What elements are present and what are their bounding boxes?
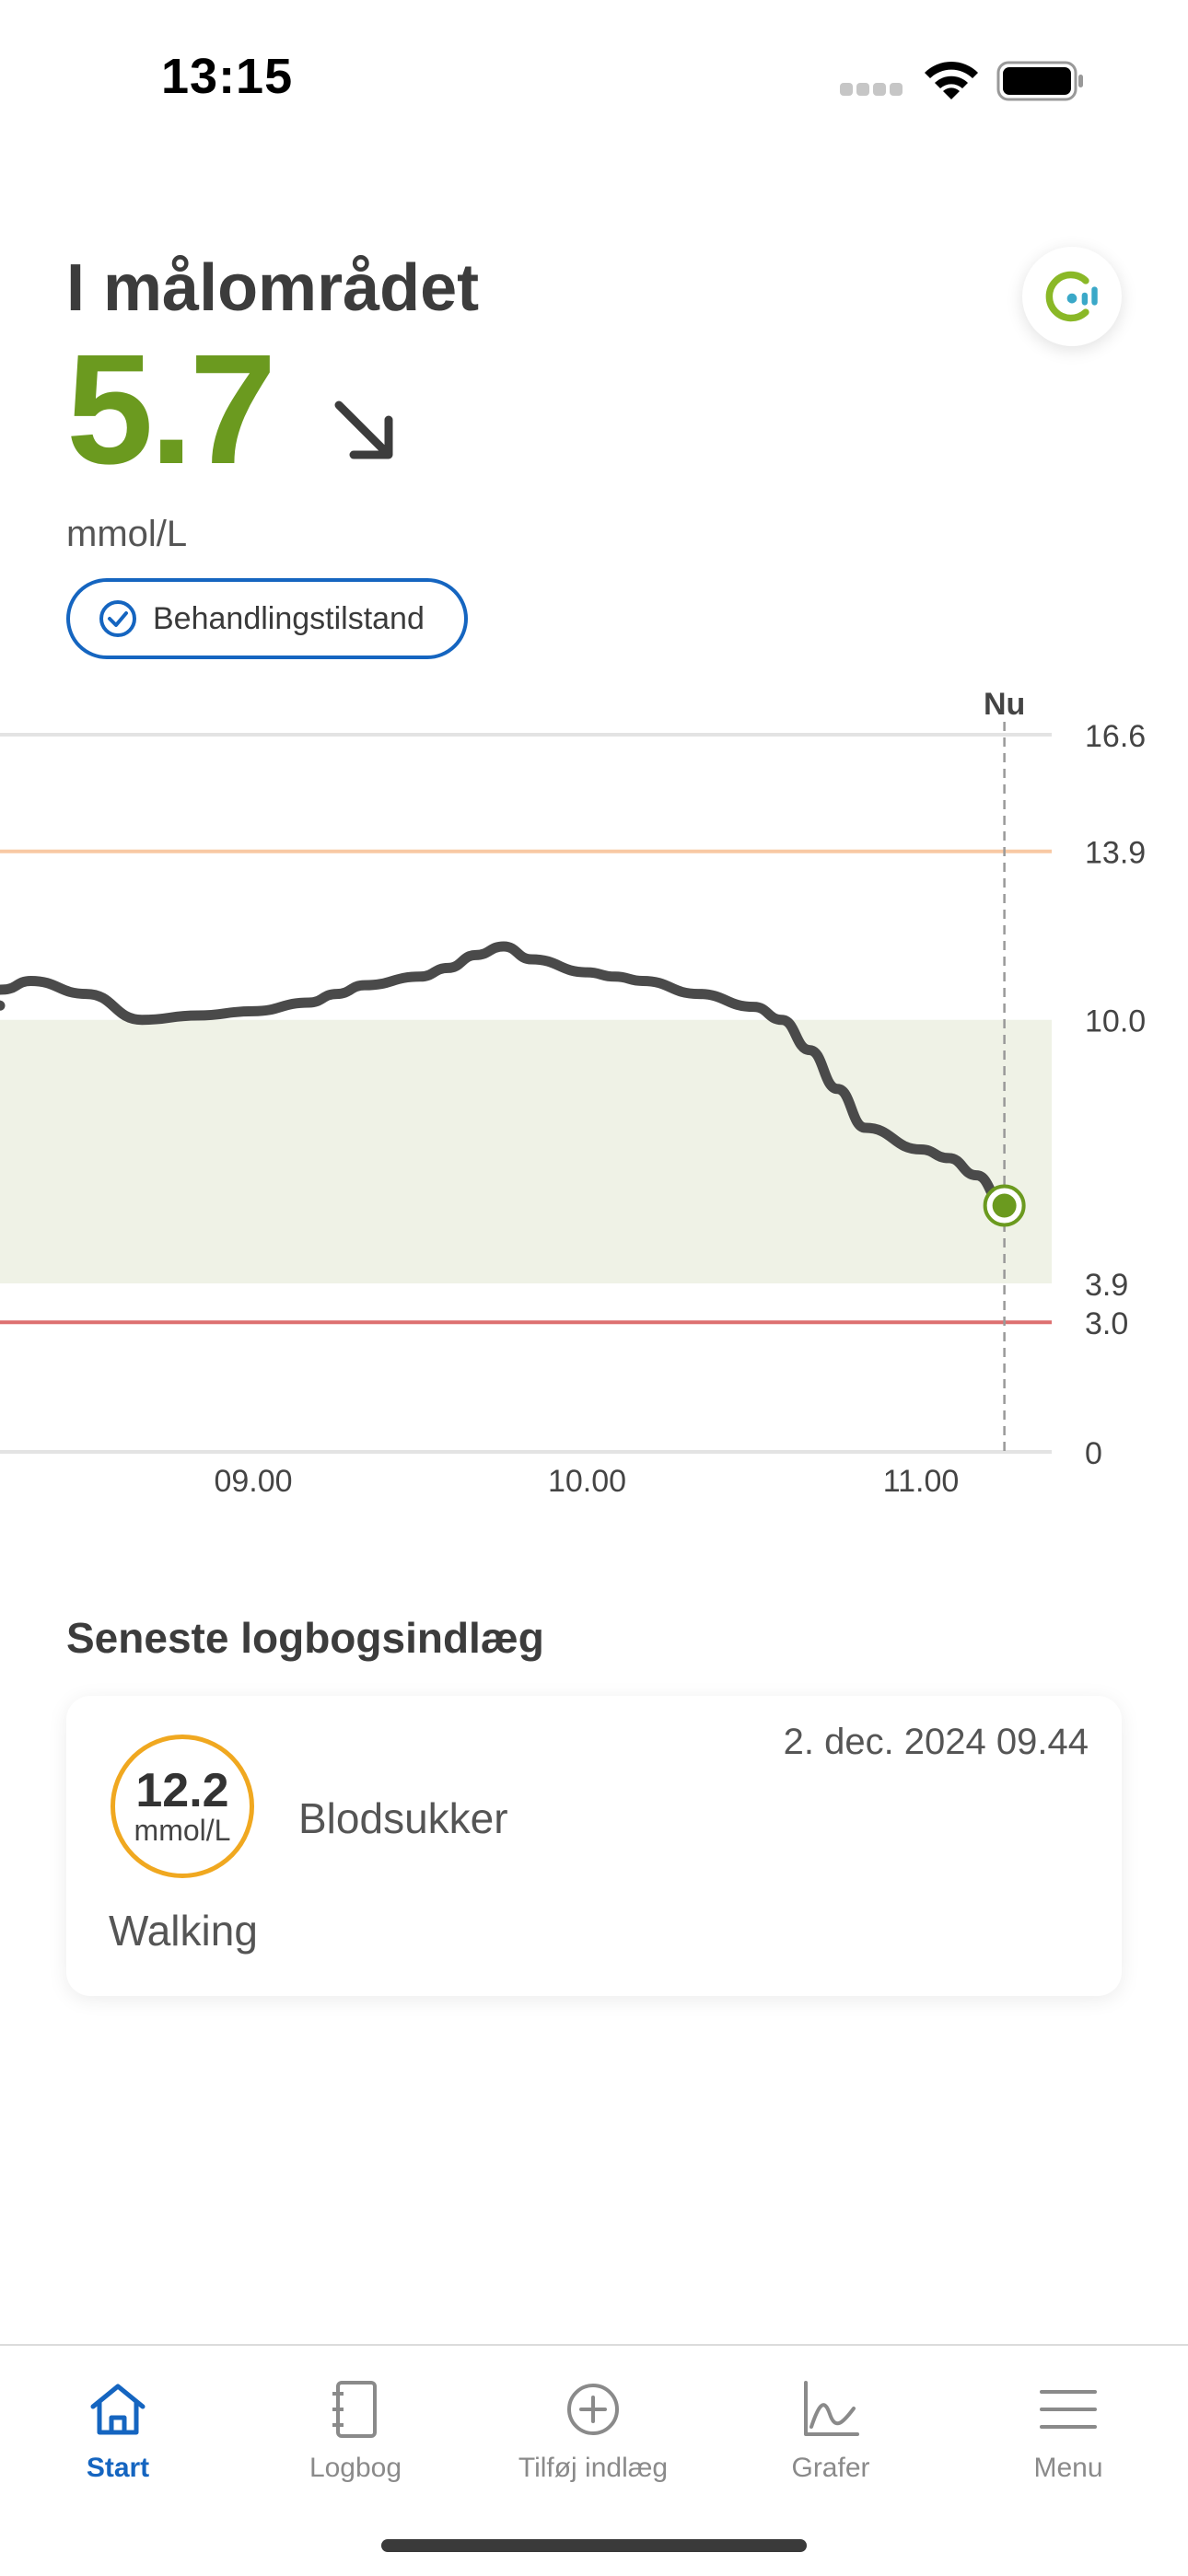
- range-status-title: I målområdet: [66, 251, 480, 325]
- tab-grafer-label: Grafer: [791, 2453, 870, 2483]
- y-tick-label: 16.6: [1085, 719, 1146, 754]
- x-tick-label: 10.00: [548, 1464, 626, 1499]
- home-icon: [90, 2384, 146, 2435]
- tab-logbog-label: Logbog: [309, 2453, 402, 2483]
- glucose-chart[interactable]: Nu 16.6 13.9 10.0 3.93.0 0 09.00 10.00 11.00: [0, 681, 1188, 1510]
- logbook-heading: Seneste logbogsindlæg: [66, 1614, 544, 1662]
- log-entry-date: 2. dec. 2024 09.44: [783, 1722, 1089, 1762]
- treatment-mode-label: Behandlingstilstand: [153, 600, 425, 636]
- y-tick-label: 0: [1085, 1436, 1102, 1471]
- y-tick-label: 10.0: [1085, 1004, 1146, 1039]
- log-entry-value: 12.2: [135, 1764, 229, 1817]
- menu-icon: [1040, 2390, 1097, 2429]
- glucose-series-line: [0, 941, 1010, 1212]
- logbook-entry-card[interactable]: 2. dec. 2024 09.44 12.2 mmol/L Blodsukke…: [66, 1696, 1122, 1996]
- wifi-icon: [925, 61, 978, 99]
- cellular-signal-icon: [840, 83, 910, 96]
- tab-start[interactable]: Start: [12, 2377, 224, 2484]
- glucose-unit: mmol/L: [66, 514, 188, 554]
- log-entry-unit: mmol/L: [134, 1814, 231, 1847]
- tab-menu-label: Menu: [1033, 2453, 1103, 2483]
- status-time: 13:15: [161, 49, 294, 104]
- graph-icon: [804, 2381, 859, 2436]
- tab-menu[interactable]: Menu: [962, 2377, 1174, 2484]
- app-logo-button[interactable]: [1022, 247, 1122, 346]
- y-tick-label: 3.0: [1085, 1306, 1128, 1341]
- battery-icon: [996, 61, 1083, 101]
- check-circle-icon: [99, 600, 136, 637]
- target-range-band: [0, 1019, 1052, 1283]
- treatment-mode-badge[interactable]: Behandlingstilstand: [66, 578, 468, 659]
- home-indicator: [381, 2539, 807, 2552]
- tab-bar: Start Logbog Tilføj indlæg Grafer Me: [0, 2344, 1188, 2576]
- x-tick-label: 11.00: [883, 1464, 960, 1499]
- log-entry-type: Blodsukker: [298, 1794, 508, 1842]
- tab-start-label: Start: [86, 2453, 150, 2483]
- now-label: Nu: [984, 687, 1025, 722]
- x-tick-label: 09.00: [214, 1464, 292, 1499]
- log-entry-value-badge: 12.2 mmol/L: [111, 1735, 254, 1878]
- tab-logbog[interactable]: Logbog: [250, 2377, 461, 2484]
- app-logo-icon: [1045, 271, 1098, 322]
- y-tick-label: 13.9: [1085, 836, 1146, 871]
- notebook-icon: [332, 2381, 377, 2438]
- y-tick-label: 3.9: [1085, 1268, 1128, 1303]
- tab-add-entry-label: Tilføj indlæg: [518, 2453, 669, 2483]
- current-glucose-value: 5.7: [66, 322, 276, 497]
- current-point: [992, 1193, 1017, 1218]
- arrow-down-right-icon: [334, 400, 393, 459]
- tab-grafer[interactable]: Grafer: [725, 2377, 937, 2484]
- tab-add-entry[interactable]: Tilføj indlæg: [487, 2377, 699, 2484]
- add-circle-icon: [567, 2384, 619, 2435]
- log-entry-note: Walking: [109, 1907, 258, 1955]
